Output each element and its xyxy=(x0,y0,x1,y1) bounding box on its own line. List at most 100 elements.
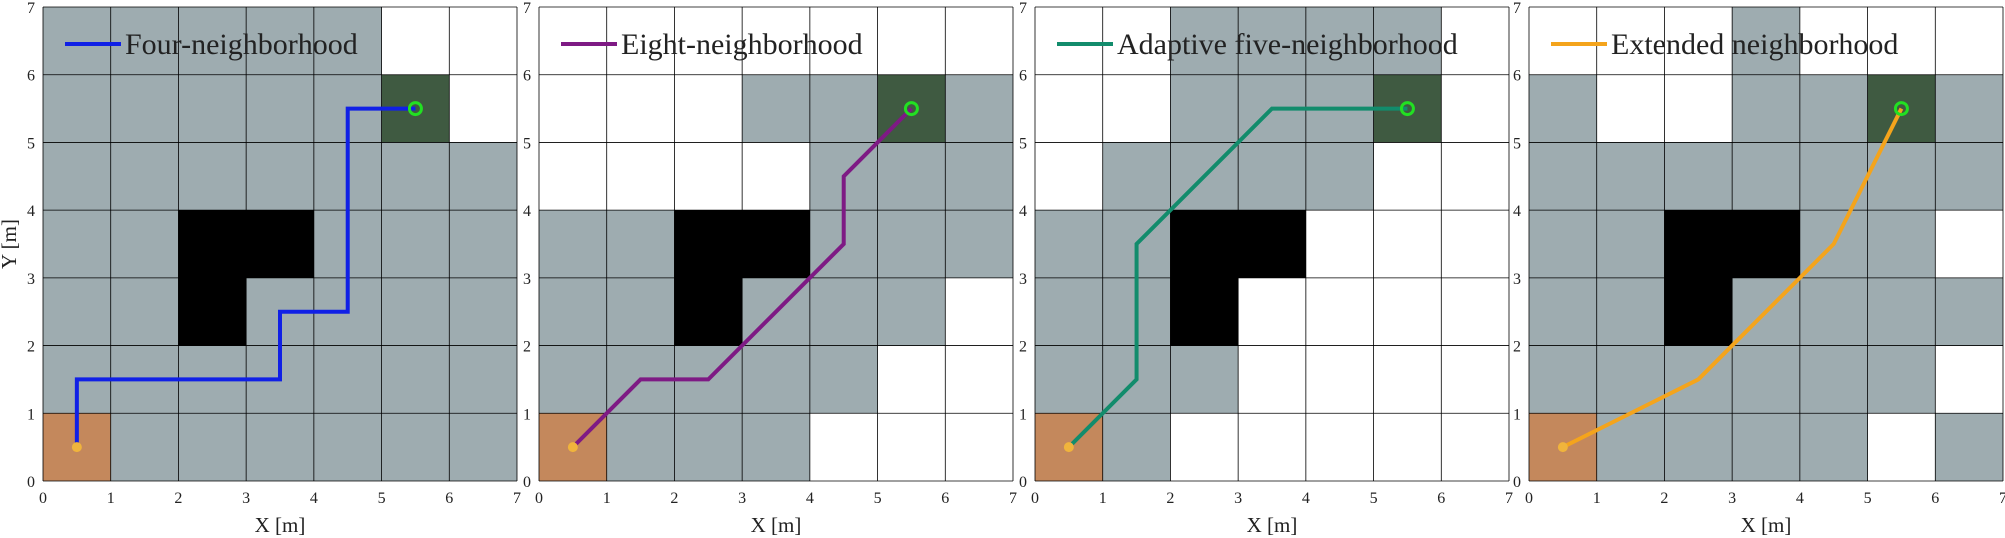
y-tick-label: 1 xyxy=(1019,406,1027,423)
x-tick-label: 3 xyxy=(1234,490,1242,507)
y-tick-label: 3 xyxy=(1019,271,1027,288)
explored-cell xyxy=(178,7,247,75)
y-tick-label: 3 xyxy=(1513,271,1521,288)
legend-label: Adaptive five-neighborhood xyxy=(1117,28,1458,61)
y-tick-label: 5 xyxy=(523,135,531,152)
start-marker xyxy=(1063,442,1074,453)
y-tick-label: 4 xyxy=(523,203,531,220)
explored-cell xyxy=(43,74,111,143)
explored-cell xyxy=(945,142,1013,211)
explored-cell xyxy=(43,210,111,278)
y-tick-label: 4 xyxy=(27,203,35,220)
x-tick-label: 0 xyxy=(1031,490,1039,507)
explored-cell xyxy=(1170,7,1239,75)
explored-cell xyxy=(313,413,382,481)
x-tick-label: 4 xyxy=(806,490,814,507)
x-tick-label: 1 xyxy=(1099,490,1107,507)
goal-marker xyxy=(1893,101,1909,117)
x-tick-label: 0 xyxy=(1525,490,1533,507)
explored-cell xyxy=(110,74,179,143)
x-tick-label: 7 xyxy=(513,490,521,507)
x-tick-label: 3 xyxy=(1728,490,1736,507)
y-tick-label: 4 xyxy=(1513,203,1521,220)
path-line xyxy=(1561,107,1904,449)
x-tick-label: 4 xyxy=(1302,490,1310,507)
y-tick-label: 0 xyxy=(523,474,531,491)
explored-cell xyxy=(1596,142,1665,211)
y-tick-label: 2 xyxy=(1019,339,1027,356)
obstacle-cell xyxy=(674,277,743,346)
path-line xyxy=(571,107,913,449)
obstacle-cell xyxy=(246,210,314,278)
explored-cell xyxy=(246,142,314,211)
x-axis-label: X [m] xyxy=(751,513,802,537)
explored-cell xyxy=(539,345,607,414)
x-tick-label: 2 xyxy=(1166,490,1174,507)
explored-cell xyxy=(1373,7,1442,75)
explored-cell xyxy=(1664,413,1733,481)
explored-cell xyxy=(1102,142,1171,211)
explored-cell xyxy=(43,7,111,75)
x-axis-label: X [m] xyxy=(1741,513,1792,537)
y-tick-label: 2 xyxy=(27,339,35,356)
goal-marker xyxy=(1399,101,1415,117)
panel-1: Four-neighborhood 0 1 2 3 4 5 6 7 0 1 2 3 4 5 6 7 X [m] Y … xyxy=(0,0,521,537)
explored-cell xyxy=(1596,277,1665,346)
explored-cell xyxy=(1732,413,1800,481)
explored-cell xyxy=(449,413,517,481)
path-line xyxy=(1067,106,1408,449)
explored-cell xyxy=(449,210,517,278)
explored-cell xyxy=(313,345,382,414)
obstacle-cell xyxy=(1732,210,1800,278)
x-tick-label: 2 xyxy=(174,490,182,507)
explored-cell xyxy=(110,210,179,278)
panel-3: Adaptive five-neighborhood 0 1 2 3 4 5 6 7 0 1 2 3 4 5… xyxy=(1019,0,1513,537)
explored-cell xyxy=(381,345,450,414)
y-tick-label: 5 xyxy=(1019,135,1027,152)
y-tick-label: 3 xyxy=(523,271,531,288)
explored-cell xyxy=(1799,277,1868,346)
explored-cell xyxy=(246,413,314,481)
explored-cell xyxy=(1170,74,1239,143)
explored-cell xyxy=(313,7,382,75)
x-tick-label: 5 xyxy=(378,490,386,507)
explored-cell xyxy=(742,345,810,414)
x-tick-label: 7 xyxy=(1999,490,2005,507)
explored-cell xyxy=(877,142,946,211)
explored-cell xyxy=(809,74,878,143)
x-tick-label: 5 xyxy=(1370,490,1378,507)
x-axis-label: X [m] xyxy=(1247,513,1298,537)
explored-cell xyxy=(539,277,607,346)
x-tick-label: 6 xyxy=(445,490,453,507)
x-tick-label: 0 xyxy=(39,490,47,507)
explored-cell xyxy=(809,345,878,414)
x-tick-label: 2 xyxy=(670,490,678,507)
explored-cell xyxy=(1529,345,1597,414)
explored-cell xyxy=(1799,413,1868,481)
explored-cell xyxy=(110,7,179,75)
explored-cell xyxy=(1732,142,1800,211)
x-axis-label: X [m] xyxy=(255,513,306,537)
explored-cell xyxy=(1732,74,1800,143)
x-tick-label: 1 xyxy=(1593,490,1601,507)
panel-2: Eight-neighborhood 0 1 2 3 4 5 6 7 0 1 2 3 4 5 6 7 X [m] xyxy=(523,0,1017,537)
explored-cell xyxy=(43,142,111,211)
explored-cell xyxy=(539,210,607,278)
x-tick-label: 1 xyxy=(107,490,115,507)
goal-marker xyxy=(903,101,919,117)
legend-label: Extended neighborhood xyxy=(1611,28,1898,61)
y-tick-label: 1 xyxy=(1513,406,1521,423)
obstacle-cell xyxy=(178,210,247,278)
explored-cell xyxy=(1238,142,1306,211)
start-marker xyxy=(567,442,578,453)
explored-cell xyxy=(1035,277,1103,346)
explored-cell xyxy=(1170,345,1239,414)
goal-marker xyxy=(407,101,423,117)
y-tick-label: 4 xyxy=(1019,203,1027,220)
explored-cell xyxy=(1935,277,2003,346)
x-tick-label: 5 xyxy=(1864,490,1872,507)
explored-cell xyxy=(1664,142,1733,211)
explored-cell xyxy=(1035,345,1103,414)
explored-cell xyxy=(1529,142,1597,211)
start-marker xyxy=(1557,442,1568,453)
